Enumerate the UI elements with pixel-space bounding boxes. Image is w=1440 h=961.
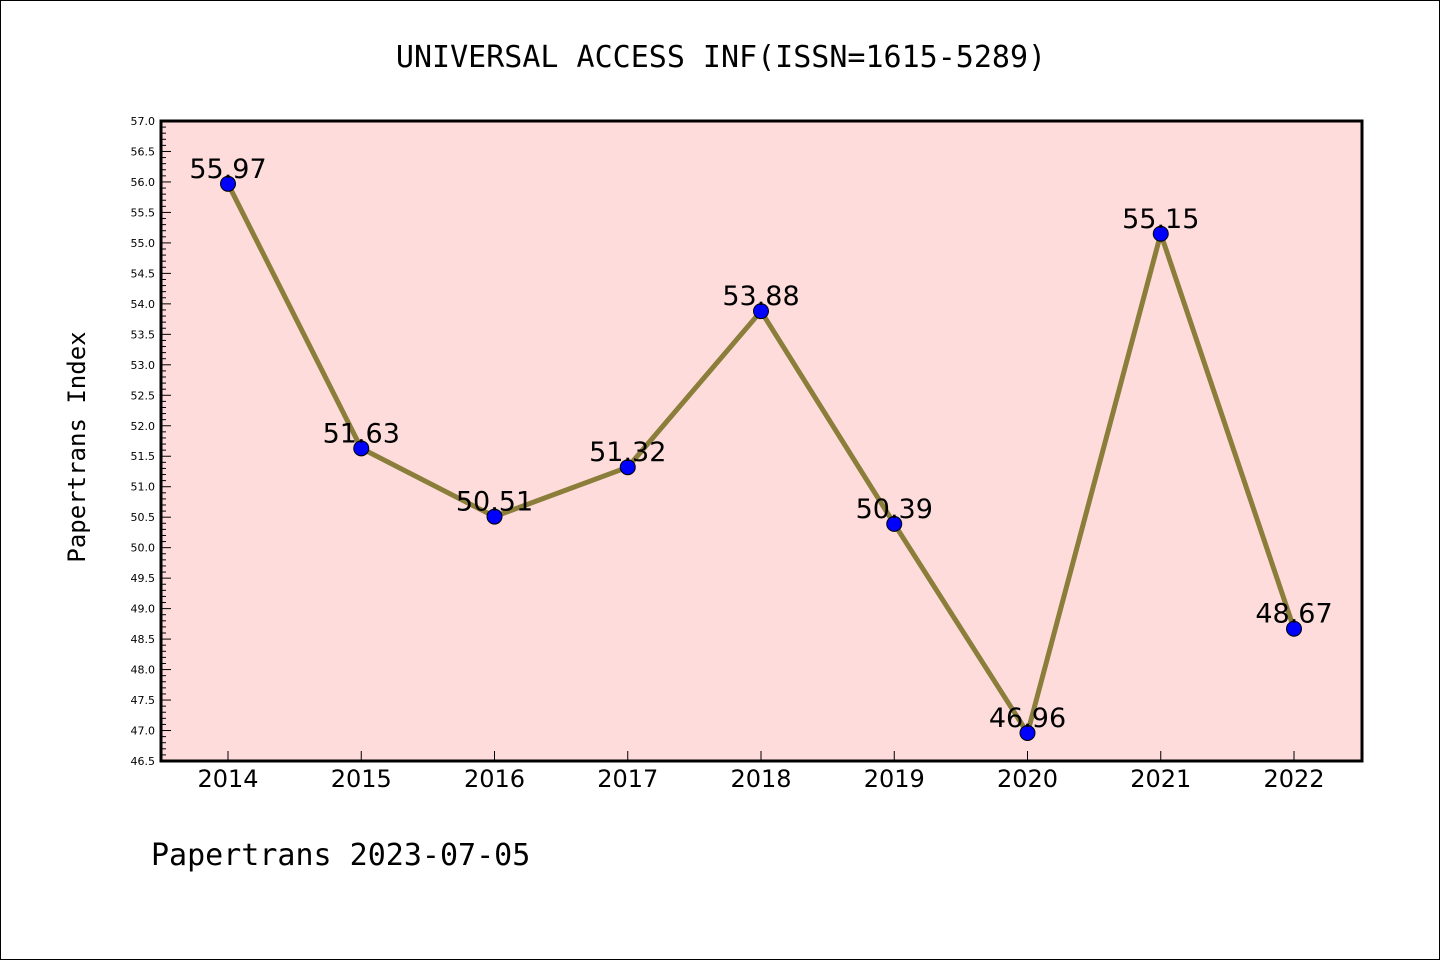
y-tick-label: 56.0 (131, 176, 156, 189)
data-point (1019, 724, 1036, 741)
y-tick-label: 51.0 (131, 481, 156, 494)
data-labels: 55.97 51.63 50.51 51.32 53.88 50.39 46.96 55.15… (189, 154, 1332, 734)
y-tick-label: 54.0 (131, 298, 156, 311)
y-tick-label: 57.0 (131, 115, 156, 128)
x-tick-label: 2015 (331, 765, 392, 793)
data-point (486, 508, 503, 525)
y-tick-label: 48.5 (131, 633, 156, 646)
data-point (1152, 225, 1169, 242)
data-label: 48.67 (1255, 599, 1332, 630)
y-tick-label: 53.5 (131, 328, 156, 341)
x-tick-label: 2022 (1263, 765, 1324, 793)
data-points (220, 175, 1302, 741)
data-point (353, 440, 370, 457)
y-tick-label: 55.5 (131, 206, 156, 219)
y-tick-label: 51.5 (131, 450, 156, 463)
x-axis: 2014 2015 2016 2017 2018 2019 2020 2021 2022 (197, 751, 1325, 793)
x-tick-label: 2017 (597, 765, 658, 793)
x-tick-label: 2021 (1130, 765, 1191, 793)
footer-text: Papertrans 2023-07-05 (151, 838, 530, 873)
y-tick-label: 50.5 (131, 511, 156, 524)
chart-title: UNIVERSAL ACCESS INF(ISSN=1615-5289) (396, 40, 1046, 75)
x-tick-label: 2014 (197, 765, 258, 793)
x-tick-label: 2018 (730, 765, 791, 793)
data-label: 50.39 (856, 494, 933, 525)
y-tick-label: 56.5 (131, 145, 156, 158)
y-tick-label: 50.0 (131, 542, 156, 555)
data-label: 51.32 (589, 437, 666, 468)
y-tick-label: 52.5 (131, 389, 156, 402)
y-tick-label: 47.0 (131, 725, 156, 738)
x-tick-label: 2016 (464, 765, 525, 793)
y-tick-label: 53.0 (131, 359, 156, 372)
x-tick-label: 2020 (997, 765, 1058, 793)
data-label: 50.51 (456, 487, 533, 518)
y-tick-label: 49.5 (131, 572, 156, 585)
y-tick-label: 46.5 (131, 755, 156, 768)
x-tick-label: 2019 (864, 765, 925, 793)
y-axis-label: Papertrans Index (63, 331, 91, 562)
data-point (619, 459, 636, 476)
data-label: 46.96 (989, 703, 1066, 734)
y-tick-label: 47.5 (131, 694, 156, 707)
data-label: 53.88 (722, 281, 799, 312)
data-label: 55.15 (1122, 204, 1199, 235)
data-point (1286, 620, 1302, 637)
data-label: 51.63 (323, 418, 400, 449)
plot-border (159, 119, 1364, 763)
data-point (886, 515, 903, 532)
y-tick-label: 49.0 (131, 603, 156, 616)
data-point (753, 303, 769, 320)
data-point (220, 175, 236, 192)
y-tick-label: 52.0 (131, 420, 156, 433)
y-tick-label: 48.0 (131, 664, 156, 677)
data-label: 55.97 (189, 154, 266, 185)
y-tick-label: 55.0 (131, 237, 156, 250)
y-tick-label: 54.5 (131, 267, 156, 280)
